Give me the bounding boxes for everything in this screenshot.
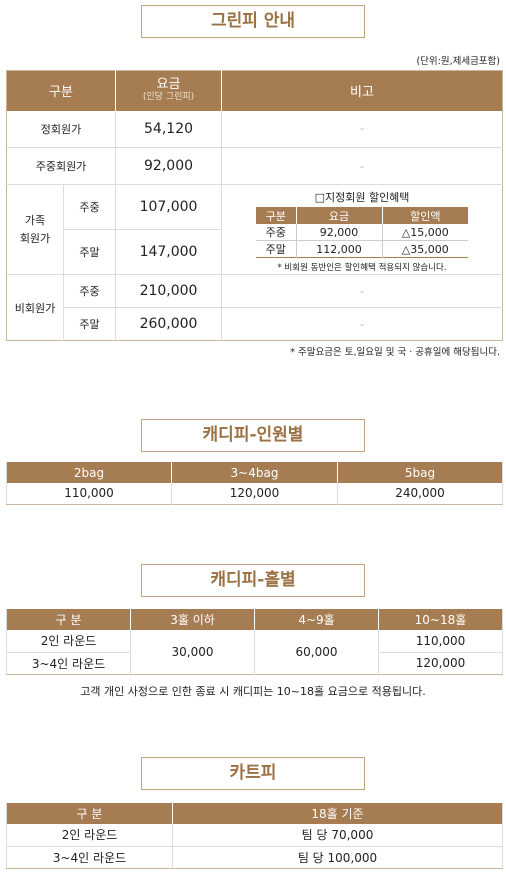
discount-row-fee: 92,000 — [296, 224, 383, 241]
discount-row-amount: △15,000 — [401, 225, 449, 239]
caddie-holes-row-label: 3~4인 라운드 — [6, 652, 131, 674]
discount-row-type: 주말 — [256, 240, 297, 258]
caddie-holes-row-label: 2인 라운드 — [6, 630, 131, 652]
caddie-holes-3holes-value: 30,000 — [130, 630, 255, 674]
discount-table: 구분 요금 할인액 주중 92,000 △15,000 주말 112,000 △… — [256, 207, 469, 258]
caddie-people-title: 캐디피-인원별 — [141, 419, 365, 452]
row-nonmember-weekday-remark: - — [360, 284, 364, 298]
caddie-holes-header-3holes: 3홀 이하 — [130, 609, 255, 630]
row-regular-fee: 54,120 — [115, 110, 223, 148]
row-nonmember-weekend-remark: - — [360, 317, 364, 331]
row-weekday-member-remark: - — [360, 159, 364, 173]
row-nonmember-weekday-label: 주중 — [63, 274, 117, 308]
row-weekday-member-fee: 92,000 — [115, 147, 223, 185]
row-family-weekday-fee: 107,000 — [115, 184, 223, 230]
caddie-people-value-2bag: 110,000 — [6, 483, 172, 504]
cart-row-label: 3~4인 라운드 — [6, 846, 173, 868]
cart-row-value: 팀 당 70,000 — [301, 828, 374, 843]
discount-note: * 비회원 동반인은 할인혜택 적용되지 않습니다. — [277, 263, 447, 273]
header-fee-sub: (인당 그린피) — [142, 91, 195, 102]
row-regular-label: 정회원가 — [6, 110, 117, 148]
cart-header-18holes: 18홀 기준 — [172, 803, 503, 824]
cart-title: 카트피 — [141, 757, 365, 790]
weekend-footnote: * 주말요금은 토,일요일 및 국 · 공휴일에 해당됩니다. — [290, 347, 500, 358]
row-weekday-member-label: 주중회원가 — [6, 147, 117, 185]
cart-table: 구 분 18홀 기준 2인 라운드 팀 당 70,000 3~4인 라운드 팀 … — [6, 803, 503, 869]
discount-cell: □지정회원 할인혜택 구분 요금 할인액 주중 92,000 △15,000 주… — [222, 185, 503, 275]
discount-title: □지정회원 할인혜택 — [314, 191, 410, 204]
row-family-weekday-label: 주중 — [63, 184, 117, 230]
caddie-people-value-3-4bag: 120,000 — [171, 483, 338, 504]
row-nonmember-weekend-fee: 260,000 — [115, 307, 223, 341]
cart-row-label: 2인 라운드 — [6, 824, 173, 846]
caddie-holes-note: 고객 개인 사정으로 인한 종료 시 캐디피는 10~18홀 요금으로 적용됩니… — [80, 685, 426, 698]
row-family-label: 가족 회원가 — [6, 184, 64, 275]
caddie-holes-table: 구 분 3홀 이하 4~9홀 10~18홀 2인 라운드 30,000 60,0… — [6, 609, 503, 675]
header-category: 구분 — [6, 70, 117, 111]
discount-row-amount: △35,000 — [401, 242, 449, 256]
caddie-people-value-5bag: 240,000 — [395, 486, 445, 501]
caddie-holes-header-10-18holes: 10~18홀 — [378, 609, 503, 630]
header-fee: 요금 (인당 그린피) — [115, 70, 223, 111]
row-family-weekend-label: 주말 — [63, 229, 117, 275]
row-family-weekend-fee: 147,000 — [115, 229, 223, 275]
caddie-people-header-2bag: 2bag — [6, 462, 172, 483]
discount-header-amount: 할인액 — [382, 207, 469, 224]
caddie-holes-4-9holes-value: 60,000 — [254, 630, 379, 674]
caddie-holes-row-18holes: 110,000 — [415, 633, 466, 648]
row-nonmember-label: 비회원가 — [6, 274, 64, 341]
header-remarks: 비고 — [221, 70, 503, 111]
discount-header-fee: 요금 — [296, 207, 383, 224]
caddie-people-header-5bag: 5bag — [337, 462, 503, 483]
caddie-holes-title: 캐디피-홀별 — [141, 564, 365, 597]
caddie-holes-row-18holes: 120,000 — [415, 656, 466, 670]
cart-header-category: 구 분 — [6, 803, 173, 824]
discount-row-type: 주중 — [256, 224, 297, 241]
cart-row-value: 팀 당 100,000 — [297, 850, 378, 865]
header-fee-label: 요금 — [156, 76, 181, 92]
unit-note: (단위:원,제세금포함) — [416, 56, 500, 67]
row-regular-remark: - — [360, 122, 364, 136]
row-nonmember-weekend-label: 주말 — [63, 307, 117, 341]
caddie-holes-header-category: 구 분 — [6, 609, 131, 630]
greenfee-table: 구분 요금 (인당 그린피) 비고 정회원가 54,120 - 주중회원가 92… — [6, 70, 504, 341]
discount-header-type: 구분 — [256, 207, 297, 224]
caddie-people-header-3-4bag: 3~4bag — [171, 462, 338, 483]
caddie-people-table: 2bag 3~4bag 5bag 110,000 120,000 240,000 — [6, 462, 503, 505]
row-nonmember-weekday-fee: 210,000 — [115, 274, 223, 308]
caddie-holes-header-4-9holes: 4~9홀 — [254, 609, 379, 630]
discount-row-fee: 112,000 — [296, 240, 383, 258]
greenfee-title: 그린피 안내 — [141, 5, 365, 38]
